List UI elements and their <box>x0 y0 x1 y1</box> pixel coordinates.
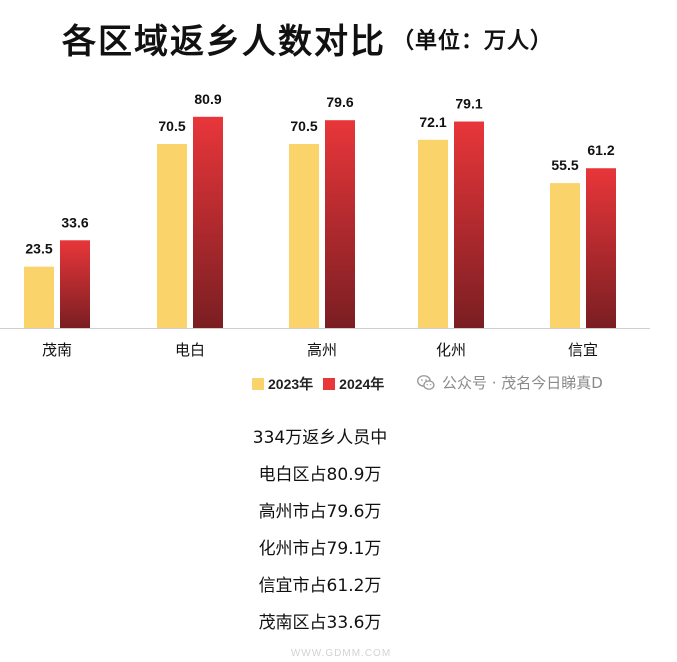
watermark-text: 公众号 · 茂名今日睇真D <box>442 374 603 392</box>
wechat-watermark: 公众号 · 茂名今日睇真D <box>416 372 603 393</box>
x-tick-label: 高州 <box>307 341 337 359</box>
bar-茂南-2024年 <box>60 240 90 328</box>
bar-信宜-2023年 <box>550 183 580 328</box>
legend-swatch-2024 <box>323 378 336 390</box>
legend-label-2023: 2023年 <box>268 376 314 392</box>
data-label-高州-2023年: 70.5 <box>290 118 317 134</box>
data-label-高州-2024年: 79.6 <box>326 94 353 110</box>
legend-item-2024: 2024年 <box>323 374 384 394</box>
summary-line: 化州市占79.1万 <box>258 539 382 559</box>
data-label-茂南-2024年: 33.6 <box>61 214 88 230</box>
bar-信宜-2024年 <box>586 168 616 328</box>
summary-text: 334万返乡人员中 电白区占80.9万 高州市占79.6万 化州市占79.1万 … <box>0 420 640 642</box>
data-label-化州-2023年: 72.1 <box>419 114 446 130</box>
data-label-信宜-2023年: 55.5 <box>551 157 578 173</box>
legend-item-2023: 2023年 <box>252 374 313 394</box>
x-tick-label: 电白 <box>175 341 205 359</box>
data-label-信宜-2024年: 61.2 <box>587 142 614 158</box>
summary-line: 电白区占80.9万 <box>258 465 382 485</box>
chart-unit: （单位：万人） <box>392 28 554 54</box>
legend-swatch-2023 <box>252 378 264 390</box>
bar-高州-2023年 <box>289 143 319 328</box>
wechat-icon <box>417 374 435 390</box>
bar-chart: 23.5 33.6 茂南 70.5 80.9 电白 70.5 79.6 高州 72.1 79.1 化州… <box>0 91 650 359</box>
bar-电白-2023年 <box>157 143 187 328</box>
x-tick-label: 茂南 <box>42 341 72 359</box>
data-label-茂南-2023年: 23.5 <box>25 241 52 257</box>
summary-line: 茂南区占33.6万 <box>258 613 382 633</box>
summary-line: 高州市占79.6万 <box>258 502 382 522</box>
data-label-化州-2024年: 79.1 <box>455 96 482 112</box>
bar-高州-2024年 <box>325 120 355 328</box>
legend-label-2024: 2024年 <box>339 376 385 392</box>
bar-茂南-2023年 <box>24 266 54 328</box>
x-tick-label: 信宜 <box>568 341 598 359</box>
site-logo-text: WWW.GDMM.COM <box>290 647 392 659</box>
chart-legend: 2023年 2024年 <box>252 374 394 394</box>
site-logo-watermark: WWW.GDMM.COM <box>236 618 446 662</box>
data-label-电白-2023年: 70.5 <box>158 118 185 134</box>
summary-line: 334万返乡人员中 <box>252 428 388 448</box>
summary-line: 信宜市占61.2万 <box>258 576 382 596</box>
chart-title: 各区域返乡人数对比 （单位：万人） <box>62 14 553 64</box>
bar-化州-2023年 <box>418 139 448 328</box>
bar-化州-2024年 <box>454 121 484 328</box>
bar-电白-2024年 <box>193 116 223 328</box>
chart-title-text: 各区域返乡人数对比 <box>62 22 386 62</box>
x-tick-label: 化州 <box>436 341 466 359</box>
data-label-电白-2024年: 80.9 <box>194 91 221 107</box>
